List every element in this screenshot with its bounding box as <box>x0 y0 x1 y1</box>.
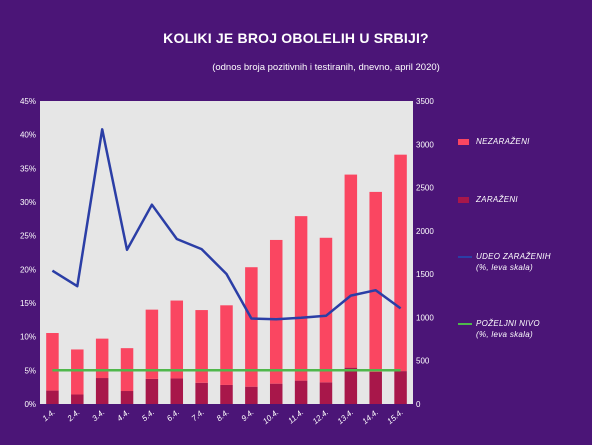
left-axis-tick-label: 0% <box>24 400 36 409</box>
x-axis-tick-label: 3.4. <box>90 408 106 423</box>
x-axis-tick-label: 8.4. <box>215 408 231 423</box>
bar-zarazeni <box>344 367 358 404</box>
x-axis-tick-label: 1.4. <box>41 408 57 423</box>
bar-zarazeni <box>170 378 184 404</box>
x-axis-tick-label: 7.4. <box>190 408 206 423</box>
bar-zarazeni <box>120 391 134 404</box>
right-axis-tick-label: 1500 <box>416 270 434 279</box>
chart-title: KOLIKI JE BROJ OBOLELIH U SRBIJI? <box>163 30 429 46</box>
bar-nezarazeni <box>394 154 407 372</box>
bar-zarazeni <box>46 390 59 404</box>
x-axis-tick-label: 4.4. <box>115 408 131 423</box>
x-axis-tick-label: 14.4. <box>361 408 380 426</box>
legend-label-pozeljni-nivo: POŽELJNI NIVO <box>476 319 540 328</box>
bar-nezarazeni <box>170 300 184 379</box>
bar-zarazeni <box>269 383 283 404</box>
x-axis-tick-label: 9.4. <box>240 408 256 423</box>
line-udeo-zarazenih <box>51 128 402 321</box>
bar-nezarazeni <box>145 309 159 379</box>
legend-sublabel-pozeljni-nivo: (%, leva skala) <box>476 330 533 339</box>
x-axis-tick-label: 12.4. <box>311 408 330 426</box>
right-axis-tick-label: 3500 <box>416 97 434 106</box>
left-axis-tick-label: 35% <box>20 164 36 173</box>
left-axis-tick-label: 30% <box>20 198 36 207</box>
x-axis-tick-label: 2.4. <box>65 408 82 424</box>
bar-nezarazeni <box>269 239 283 384</box>
left-axis-tick-label: 45% <box>20 97 36 106</box>
bar-zarazeni <box>294 380 308 404</box>
left-axis-tick-label: 5% <box>24 366 36 375</box>
x-axis-tick-label: 6.4. <box>165 408 181 423</box>
chart-subtitle: (odnos broja pozitivnih i testiranih, dn… <box>212 62 440 73</box>
legend-label-nezarazeni: NEZARAŽENI <box>476 137 530 146</box>
bar-zarazeni <box>145 378 159 404</box>
legend-label-zarazeni: ZARAŽENI <box>476 195 518 204</box>
x-axis-tick-label: 15.4. <box>385 408 404 426</box>
bar-nezarazeni <box>245 267 258 387</box>
right-axis-tick-label: 2000 <box>416 227 434 236</box>
legend-sublabel-udeo-zarazenih: (%, leva skala) <box>476 263 533 272</box>
legend-swatch-udeo-zarazenih <box>458 256 472 258</box>
bar-nezarazeni <box>319 237 333 383</box>
bar-nezarazeni <box>46 333 59 391</box>
right-axis-tick-label: 1000 <box>416 313 434 322</box>
legend-swatch-zarazeni <box>458 197 469 203</box>
bar-zarazeni <box>319 382 333 404</box>
right-axis-tick-label: 2500 <box>416 184 434 193</box>
bar-nezarazeni <box>195 310 208 383</box>
x-axis-tick-label: 10.4. <box>261 408 280 426</box>
bar-zarazeni <box>95 378 109 404</box>
left-axis-tick-label: 25% <box>20 232 36 241</box>
x-axis-tick-label: 13.4. <box>336 408 355 426</box>
right-axis-tick-label: 0 <box>416 400 421 409</box>
x-axis-tick-label: 5.4. <box>140 408 156 423</box>
x-axis-tick-label: 11.4. <box>286 408 305 426</box>
bar-zarazeni <box>245 386 258 404</box>
bar-zarazeni <box>369 371 382 404</box>
bar-nezarazeni <box>220 305 233 385</box>
legend-swatch-pozeljni-nivo <box>458 323 472 325</box>
legend-swatch-nezarazeni <box>458 139 469 145</box>
bar-zarazeni <box>195 382 208 404</box>
left-axis-tick-label: 10% <box>20 333 36 342</box>
bar-nezarazeni <box>71 349 84 395</box>
right-axis-tick-label: 3000 <box>416 140 434 149</box>
bar-zarazeni <box>220 384 233 404</box>
bar-nezarazeni <box>294 216 308 381</box>
right-axis-tick-label: 500 <box>416 357 430 366</box>
legend-label-udeo-zarazenih: UDEO ZARAŽENIH <box>476 252 551 261</box>
bar-nezarazeni <box>369 191 382 372</box>
left-axis-tick-label: 15% <box>20 299 36 308</box>
bar-nezarazeni <box>344 174 358 368</box>
left-axis-tick-label: 40% <box>20 131 36 140</box>
bar-nezarazeni <box>95 338 109 379</box>
bar-zarazeni <box>394 371 407 404</box>
bar-zarazeni <box>71 394 84 404</box>
left-axis-tick-label: 20% <box>20 265 36 274</box>
